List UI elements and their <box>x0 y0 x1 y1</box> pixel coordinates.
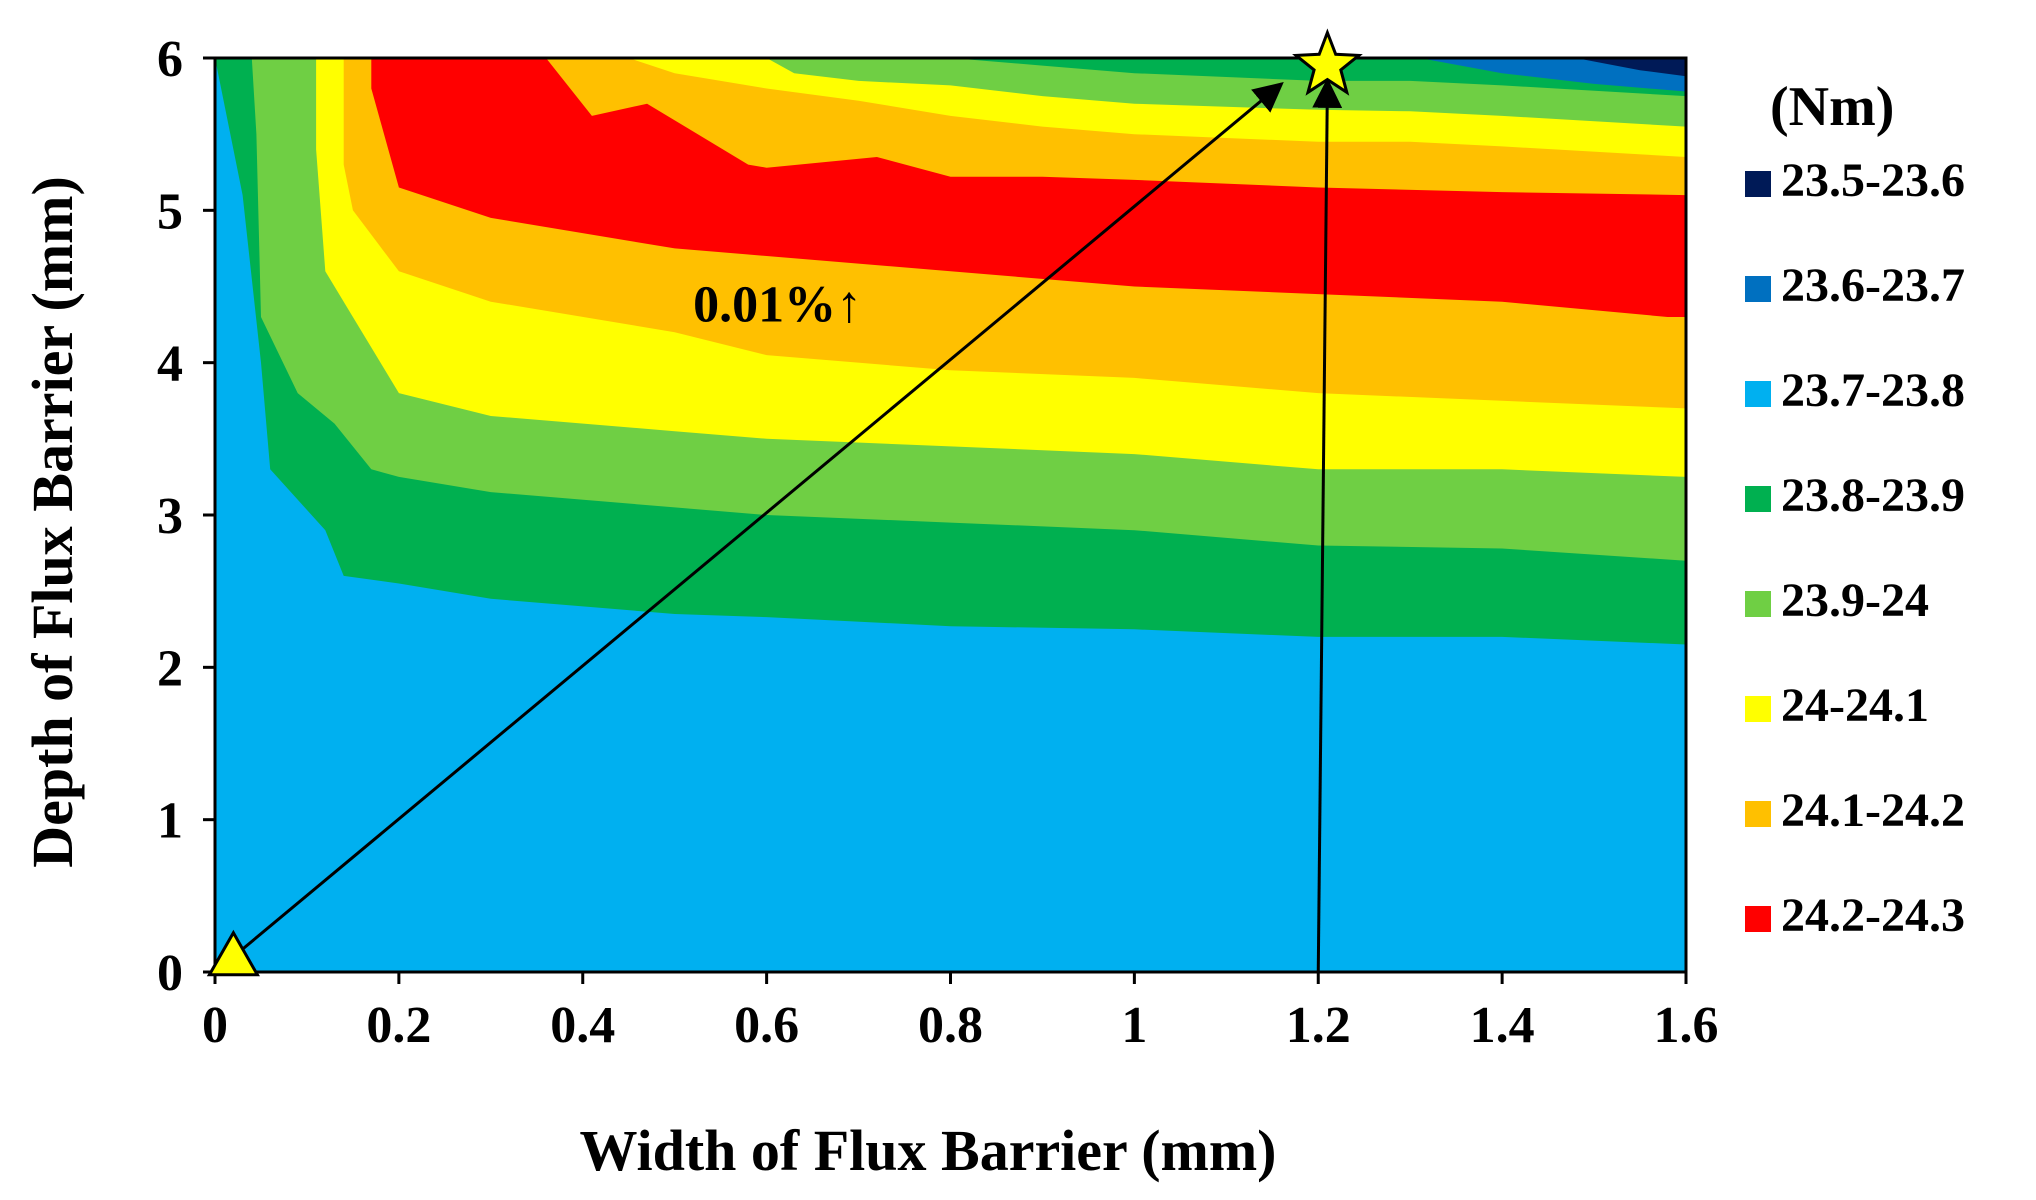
contour-band-23.5-23.6 <box>1575 58 1686 77</box>
legend-swatch <box>1745 696 1771 722</box>
x-tick-label: 1.6 <box>1654 997 1719 1054</box>
contour-bands <box>215 58 1686 645</box>
annotation-text: 0.01%↑ <box>693 277 862 334</box>
contour-band-23.6-23.7 <box>1419 58 1686 92</box>
x-tick-label: 0.8 <box>918 997 983 1054</box>
legend-label: 24.2-24.3 <box>1781 889 1965 942</box>
y-axis-title: Depth of Flux Barrier (mm) <box>20 176 85 868</box>
legend-label: 23.6-23.7 <box>1781 259 1965 312</box>
legend-swatch <box>1745 906 1771 932</box>
y-tick-label: 0 <box>157 945 183 1002</box>
legend-label: 23.7-23.8 <box>1781 364 1965 417</box>
arrows <box>232 77 1343 973</box>
x-tick-label: 0.4 <box>550 997 615 1054</box>
legend-title: (Nm) <box>1770 76 1894 138</box>
x-tick-label: 0.2 <box>366 997 431 1054</box>
y-tick-label: 5 <box>157 183 183 240</box>
legend-label: 23.8-23.9 <box>1781 469 1965 522</box>
plot-area <box>213 56 1688 974</box>
legend-swatch <box>1745 591 1771 617</box>
legend-swatch <box>1745 276 1771 302</box>
legend-label: 24-24.1 <box>1781 679 1929 732</box>
y-tick-label: 3 <box>157 488 183 545</box>
y-axis-ticks: 0 1 2 3 4 5 6 <box>157 31 215 1002</box>
legend-swatch <box>1745 486 1771 512</box>
legend: (Nm) 23.5-23.6 23.6-23.7 23.7-23.8 23.8-23.… <box>1745 76 1965 942</box>
markers <box>206 28 1363 977</box>
arrow-1 <box>232 81 1284 958</box>
legend-swatch <box>1745 801 1771 827</box>
x-tick-label: 1.4 <box>1470 997 1535 1054</box>
y-tick-label: 4 <box>157 336 183 393</box>
x-tick-label: 1.2 <box>1286 997 1351 1054</box>
y-tick-label: 2 <box>157 640 183 697</box>
star-marker <box>1292 28 1363 96</box>
legend-label: 23.5-23.6 <box>1781 154 1965 207</box>
x-axis-ticks: 0 0.2 0.4 0.6 0.8 1 1.2 1.4 1.6 <box>202 972 1719 1054</box>
x-tick-label: 0.6 <box>734 997 799 1054</box>
triangle-marker <box>206 929 260 977</box>
x-tick-label: 0 <box>202 997 228 1054</box>
x-tick-label: 1 <box>1121 997 1147 1054</box>
arrow-2 <box>1312 77 1343 973</box>
y-tick-label: 1 <box>157 793 183 850</box>
annotations: 0.01%↑ <box>693 277 862 334</box>
legend-label: 23.9-24 <box>1781 574 1929 627</box>
legend-swatch <box>1745 381 1771 407</box>
legend-label: 24.1-24.2 <box>1781 784 1965 837</box>
legend-swatch <box>1745 171 1771 197</box>
y-tick-label: 6 <box>157 31 183 88</box>
contour-band-24.2-24.3 <box>371 58 1686 317</box>
x-axis-title: Width of Flux Barrier (mm) <box>580 1118 1277 1183</box>
